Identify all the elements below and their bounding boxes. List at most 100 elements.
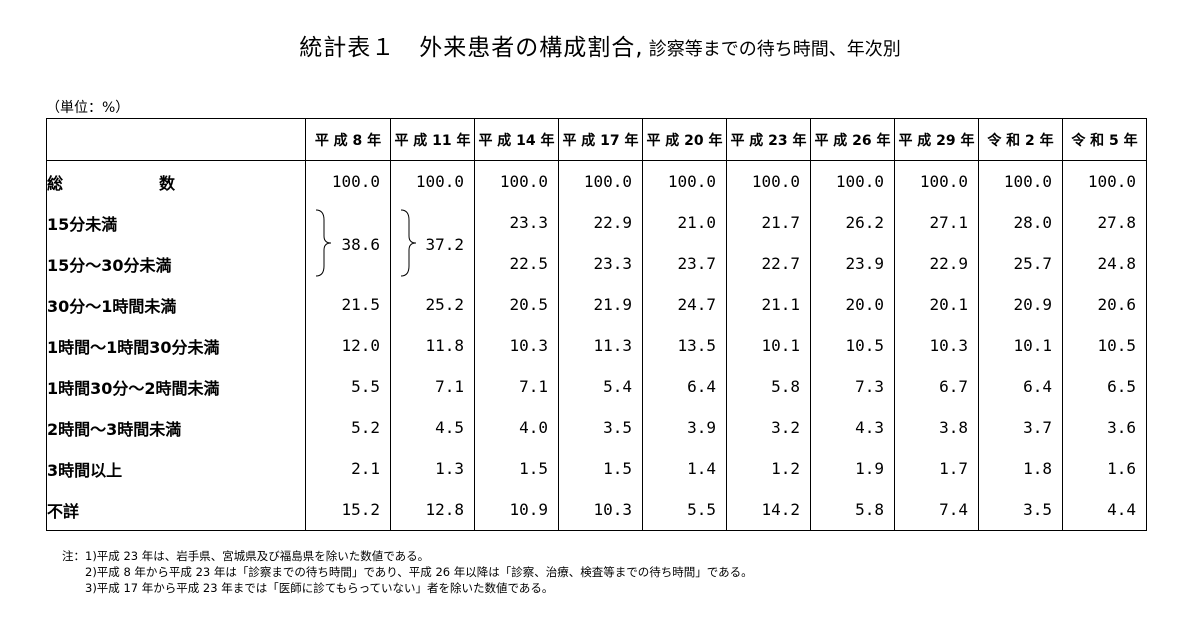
table-row-1h-90: 1時間～1時間30分未満 12.0 11.8 10.3 11.3 13.5 10… [46,325,1147,366]
merged-cell: 38.6 [305,202,391,284]
row-label: 3時間以上 [46,448,306,489]
table-cell: 21.9 [558,284,643,325]
table-cell: 5.5 [642,489,727,531]
row-label: 30分～1時間未満 [46,284,306,325]
table-cell: 27.8 [1062,202,1147,243]
merged-cell: 37.2 [390,202,475,284]
table-cell: 100.0 [474,160,559,202]
table-cell: 100.0 [305,160,391,202]
table-cell: 1.2 [726,448,811,489]
unit-label: （単位：%） [46,100,130,116]
table-cell: 10.5 [810,325,895,366]
table-row-15-30: 15分～30分未満 22.5 23.3 23.7 22.7 23.9 22.9 … [46,243,1147,284]
table-cell: 20.5 [474,284,559,325]
statistics-table: 平 成 8 年 平 成 11 年 平 成 14 年 平 成 17 年 平 成 2… [46,118,1147,531]
table-cell: 14.2 [726,489,811,531]
table-cell: 7.4 [894,489,979,531]
table-cell: 4.0 [474,407,559,448]
table-cell: 10.1 [726,325,811,366]
table-cell: 21.5 [305,284,391,325]
table-cell: 12.8 [390,489,475,531]
footnote: 2)平成 8 年から平成 23 年は「診察までの待ち時間」であり、平成 26 年… [85,565,753,579]
table-cell: 1.9 [810,448,895,489]
page-title: 統計表１ 外来患者の構成割合, 診察等までの待ち時間、年次別 [0,28,1200,62]
row-label-total: 総数 [46,160,306,202]
table-cell: 11.8 [390,325,475,366]
table-cell: 6.7 [894,366,979,407]
table-cell: 21.0 [642,202,727,243]
table-row-90-2h: 1時間30分～2時間未満 5.5 7.1 7.1 5.4 6.4 5.8 7.3… [46,366,1147,407]
table-row-30-60: 30分～1時間未満 21.5 25.2 20.5 21.9 24.7 21.1 … [46,284,1147,325]
table-row-2h-3h: 2時間～3時間未満 5.2 4.5 4.0 3.5 3.9 3.2 4.3 3.… [46,407,1147,448]
col-header: 平 成 14 年 [474,118,559,161]
table-cell: 100.0 [1062,160,1147,202]
table-row-unknown: 不詳 15.2 12.8 10.9 10.3 5.5 14.2 5.8 7.4 … [46,489,1147,531]
row-label: 1時間30分～2時間未満 [46,366,306,407]
table-cell: 24.8 [1062,243,1147,284]
row-label: 1時間～1時間30分未満 [46,325,306,366]
table-cell: 10.3 [558,489,643,531]
table-cell: 26.2 [810,202,895,243]
table-cell: 23.3 [558,243,643,284]
table-cell: 10.9 [474,489,559,531]
table-cell: 3.5 [558,407,643,448]
table-cell: 5.4 [558,366,643,407]
table-cell: 10.5 [1062,325,1147,366]
table-cell: 100.0 [810,160,895,202]
table-cell: 22.5 [474,243,559,284]
table-cell: 15.2 [305,489,391,531]
table-cell: 1.8 [978,448,1063,489]
table-cell: 13.5 [642,325,727,366]
merged-value: 38.6 [341,235,380,254]
table-cell: 25.2 [390,284,475,325]
table-cell: 1.7 [894,448,979,489]
footnote: 注：1)平成 23 年は、岩手県、宮城県及び福島県を除いた数値である。 [62,549,430,563]
table-cell: 21.7 [726,202,811,243]
col-header: 平 成 17 年 [558,118,643,161]
header-row: 平 成 8 年 平 成 11 年 平 成 14 年 平 成 17 年 平 成 2… [46,118,1147,161]
table-cell: 22.7 [726,243,811,284]
table-cell: 11.3 [558,325,643,366]
table-cell: 5.8 [810,489,895,531]
table-cell: 24.7 [642,284,727,325]
col-header: 令 和 2 年 [978,118,1063,161]
table-cell: 6.4 [642,366,727,407]
table-cell: 10.3 [474,325,559,366]
table-cell: 1.3 [390,448,475,489]
table-cell: 5.2 [305,407,391,448]
table-cell: 20.9 [978,284,1063,325]
col-header: 平 成 11 年 [390,118,475,161]
table-cell: 3.8 [894,407,979,448]
table-row-3h-plus: 3時間以上 2.1 1.3 1.5 1.5 1.4 1.2 1.9 1.7 1.… [46,448,1147,489]
col-header: 平 成 26 年 [810,118,895,161]
table-cell: 23.9 [810,243,895,284]
row-label: 2時間～3時間未満 [46,407,306,448]
row-label: 不詳 [46,489,306,531]
table-cell: 7.1 [474,366,559,407]
table-cell: 3.2 [726,407,811,448]
table-cell: 5.5 [305,366,391,407]
table-cell: 20.6 [1062,284,1147,325]
table-cell: 6.5 [1062,366,1147,407]
table-cell: 7.3 [810,366,895,407]
col-header: 平 成 20 年 [642,118,727,161]
table-cell: 100.0 [642,160,727,202]
table-cell: 27.1 [894,202,979,243]
table-row-total: 総数 100.0 100.0 100.0 100.0 100.0 100.0 1… [46,160,1147,202]
table-cell: 1.6 [1062,448,1147,489]
brace-icon [315,209,332,277]
table-cell: 22.9 [894,243,979,284]
table-cell: 5.8 [726,366,811,407]
table-cell: 3.5 [978,489,1063,531]
col-header: 平 成 29 年 [894,118,979,161]
table-cell: 25.7 [978,243,1063,284]
table-cell: 4.4 [1062,489,1147,531]
table-cell: 6.4 [978,366,1063,407]
table-cell: 23.7 [642,243,727,284]
table-cell: 7.1 [390,366,475,407]
table-cell: 1.5 [474,448,559,489]
brace-icon [400,209,417,277]
table-cell: 1.4 [642,448,727,489]
table-cell: 22.9 [558,202,643,243]
table-cell: 4.5 [390,407,475,448]
